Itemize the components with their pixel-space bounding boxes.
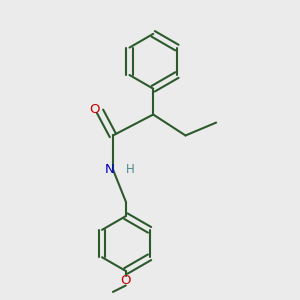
Text: O: O	[89, 103, 99, 116]
Text: H: H	[126, 163, 135, 176]
Text: N: N	[105, 163, 115, 176]
Text: O: O	[121, 274, 131, 286]
